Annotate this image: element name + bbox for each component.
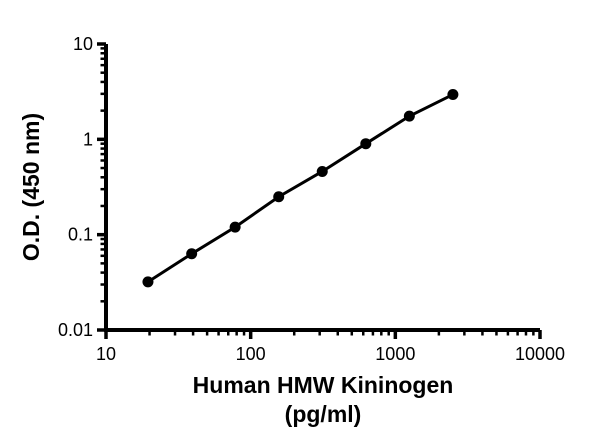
x-axis-tick-label: 10000	[515, 344, 565, 364]
y-axis-tick-label: 0.01	[58, 320, 93, 340]
x-axis-tick-label: 100	[236, 344, 266, 364]
x-axis-title: Human HMW Kininogen	[192, 372, 454, 398]
data-point-marker	[360, 138, 372, 150]
data-point-marker	[447, 89, 459, 101]
y-axis-title: O.D. (450 nm)	[18, 112, 44, 262]
y-axis-tick-label: 1	[83, 129, 93, 149]
data-point-marker	[316, 165, 328, 177]
data-point-marker	[142, 276, 154, 288]
x-axis-title-block: Human HMW Kininogen (pg/ml)	[106, 371, 540, 429]
y-axis-tick-label: 0.1	[68, 225, 93, 245]
data-point-marker	[229, 221, 241, 233]
series-line	[147, 93, 454, 284]
y-axis-tick-label: 10	[73, 34, 93, 54]
data-point-marker	[186, 248, 198, 260]
x-axis-tick-label: 1000	[375, 344, 415, 364]
data-point-marker	[273, 191, 285, 203]
x-axis-title-unit: (pg/ml)	[284, 401, 362, 427]
axis-spines	[104, 44, 540, 332]
data-point-marker	[403, 110, 415, 122]
x-axis-tick-label: 10	[96, 344, 116, 364]
